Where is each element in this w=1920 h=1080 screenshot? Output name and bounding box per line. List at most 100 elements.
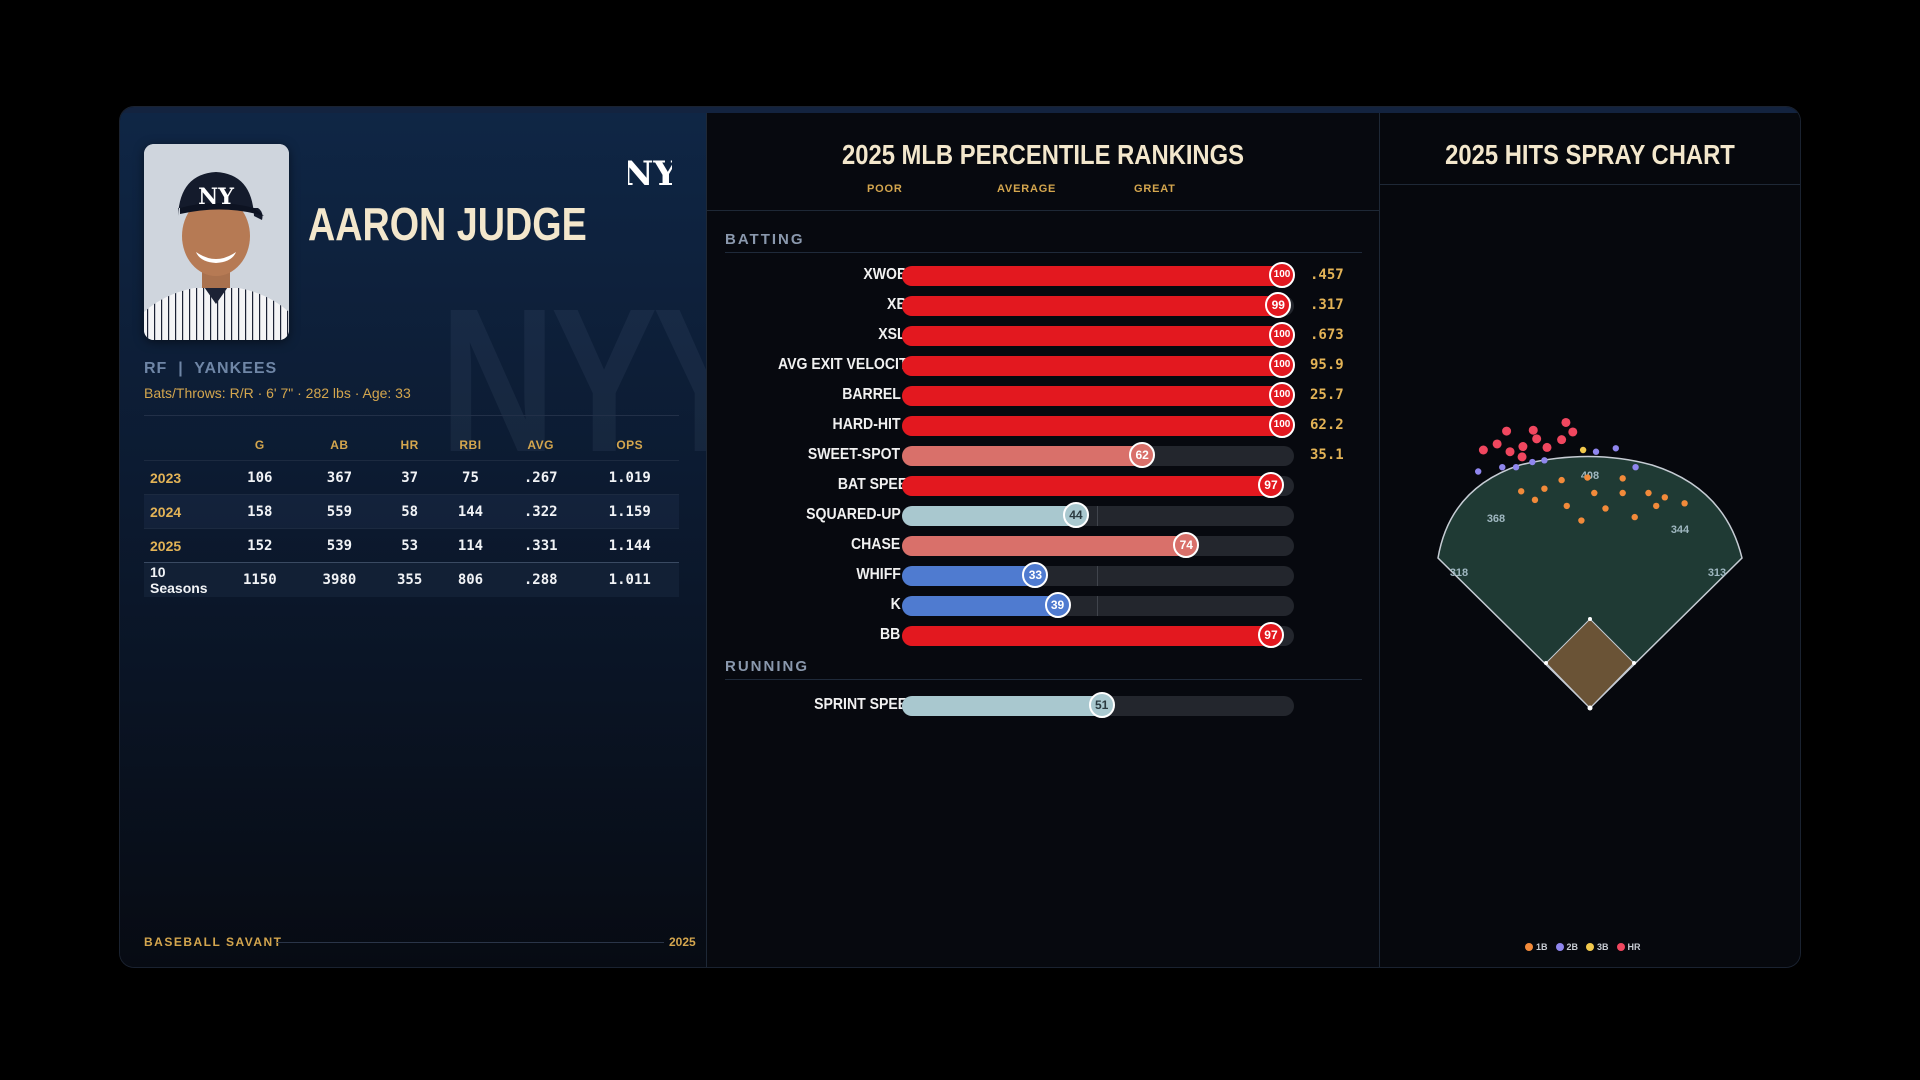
hit-marker-2b bbox=[1475, 468, 1482, 475]
stat-ops: 1.011 bbox=[580, 562, 679, 597]
player-card: NYY NY N bbox=[120, 107, 1800, 967]
hit-markers bbox=[1475, 417, 1688, 524]
percentile-title: 2025 MLB PERCENTILE RANKINGS bbox=[841, 139, 1245, 170]
metric-row: BB % 97 bbox=[707, 622, 1379, 648]
stats-header-ops: OPS bbox=[616, 438, 644, 452]
percentile-badge: 39 bbox=[1044, 592, 1071, 618]
metric-row: XBA99.317 bbox=[707, 292, 1379, 318]
stats-header-hr: HR bbox=[400, 438, 419, 452]
legend-dot-icon bbox=[1555, 943, 1564, 951]
spray-chart: 408 368 344 318 313 bbox=[1437, 417, 1743, 711]
metric-label: CHASE % bbox=[851, 536, 917, 553]
hit-marker-2b bbox=[1512, 464, 1520, 471]
divider bbox=[144, 415, 679, 416]
legend-dot-icon bbox=[1525, 943, 1533, 951]
percentile-badge: 62 bbox=[1129, 442, 1156, 468]
hit-marker-hr bbox=[1492, 439, 1502, 449]
percentile-fill bbox=[902, 446, 1147, 466]
second-base bbox=[1588, 617, 1592, 621]
stats-header-ab: AB bbox=[330, 438, 349, 452]
distance-right-center: 344 bbox=[1671, 524, 1690, 536]
career-total-row: 10 Seasons 1150 3980 355 806 .288 1.011 bbox=[144, 562, 679, 597]
metric-label: SWEET-SPOT % bbox=[808, 446, 917, 463]
percentile-rankings-panel: 2025 MLB PERCENTILE RANKINGS POOR AVERAG… bbox=[707, 113, 1380, 967]
stat-year: 2025 bbox=[144, 528, 220, 563]
stat-ops: 1.019 bbox=[580, 460, 679, 495]
legend-item-1b: 1B bbox=[1525, 942, 1548, 952]
footer-year: 2025 bbox=[669, 935, 696, 949]
hit-marker-1b bbox=[1563, 502, 1570, 510]
stat-total-label: 10 Seasons bbox=[144, 562, 220, 597]
percentile-badge: 100 bbox=[1269, 262, 1295, 288]
hit-marker-1b bbox=[1681, 500, 1688, 507]
percentile-badge: 44 bbox=[1062, 502, 1089, 528]
hit-marker-hr bbox=[1518, 442, 1528, 452]
percentile-track: 100 bbox=[902, 322, 1295, 348]
metric-row: HARD-HIT % 100 62.2 bbox=[707, 412, 1379, 438]
divider bbox=[1380, 184, 1800, 185]
outfield-shape bbox=[1437, 455, 1743, 710]
stat-year: 2024 bbox=[144, 494, 220, 529]
percentile-track: 100 bbox=[902, 382, 1295, 408]
hit-marker-hr bbox=[1557, 435, 1567, 445]
distance-left-line: 318 bbox=[1450, 567, 1468, 579]
metric-label: BAT SPEED bbox=[837, 476, 917, 493]
percentile-track: 39 bbox=[902, 592, 1294, 618]
hit-marker-1b bbox=[1661, 494, 1669, 501]
percentile-badge: 97 bbox=[1257, 472, 1284, 498]
percentile-track: 99 bbox=[902, 292, 1294, 318]
average-marker bbox=[1097, 596, 1098, 616]
metric-value: 35.1 bbox=[1310, 447, 1344, 463]
percentile-track: 97 bbox=[902, 472, 1294, 498]
legend-label: HR bbox=[1627, 942, 1641, 952]
stat-rbi: 806 bbox=[440, 562, 501, 597]
hit-marker-1b bbox=[1619, 489, 1626, 497]
hit-marker-hr bbox=[1502, 426, 1512, 436]
hit-marker-hr bbox=[1561, 417, 1571, 427]
percentile-track: 100 bbox=[902, 262, 1295, 288]
season-stats-table: G AB HR RBI AVG OPS 2023 106 367 37 75 .… bbox=[144, 430, 679, 597]
stats-header-rbi: RBI bbox=[459, 438, 482, 452]
stat-ab: 559 bbox=[299, 494, 380, 529]
spray-legend: 1B 2B 3B HR bbox=[1525, 942, 1641, 952]
percentile-fill bbox=[902, 296, 1283, 316]
percentile-fill bbox=[902, 356, 1286, 376]
table-row: 2024 158 559 58 144 .322 1.159 bbox=[144, 494, 679, 529]
metric-value: 62.2 bbox=[1310, 417, 1344, 433]
stat-avg: .288 bbox=[500, 562, 581, 597]
team-watermark: NYY bbox=[440, 266, 706, 495]
metric-value: 25.7 bbox=[1310, 387, 1344, 403]
legend-label: 1B bbox=[1536, 942, 1548, 952]
hit-marker-1b bbox=[1653, 502, 1660, 510]
percentile-track: 74 bbox=[902, 532, 1294, 558]
stat-g: 152 bbox=[220, 528, 300, 563]
percentile-fill bbox=[902, 326, 1286, 346]
percentile-track: 44 bbox=[902, 502, 1294, 528]
scale-great: GREAT bbox=[1134, 183, 1176, 195]
metric-row: K %39 bbox=[707, 592, 1379, 618]
percentile-badge: 33 bbox=[1022, 562, 1049, 588]
stat-hr: 355 bbox=[379, 562, 441, 597]
yankees-logo-icon: NY bbox=[622, 148, 678, 194]
stat-avg: .267 bbox=[500, 460, 581, 495]
legend-label: 3B bbox=[1597, 942, 1609, 952]
scale-poor: POOR bbox=[867, 183, 903, 195]
stat-ab: 367 bbox=[299, 460, 380, 495]
metric-row: XSLG 100.673 bbox=[707, 322, 1379, 348]
metric-row: BAT SPEED 97 bbox=[707, 472, 1379, 498]
spray-chart-title: 2025 HITS SPRAY CHART bbox=[1445, 139, 1735, 170]
percentile-badge: 51 bbox=[1088, 692, 1115, 718]
hit-marker-1b bbox=[1645, 489, 1652, 497]
stat-g: 158 bbox=[220, 494, 300, 529]
metric-row: SWEET-SPOT % 62 35.1 bbox=[707, 442, 1379, 468]
percentile-badge: 99 bbox=[1265, 292, 1292, 318]
table-row: 2025 152 539 53 114 .331 1.144 bbox=[144, 528, 679, 563]
legend-label: 2B bbox=[1566, 942, 1579, 952]
legend-item-3b: 3B bbox=[1586, 942, 1609, 952]
stat-hr: 37 bbox=[379, 460, 441, 495]
hit-marker-2b bbox=[1529, 458, 1536, 466]
percentile-fill bbox=[902, 536, 1191, 556]
player-photo: NY bbox=[144, 144, 289, 340]
stats-header-row: G AB HR RBI AVG OPS bbox=[144, 430, 679, 461]
percentile-fill bbox=[902, 626, 1275, 646]
